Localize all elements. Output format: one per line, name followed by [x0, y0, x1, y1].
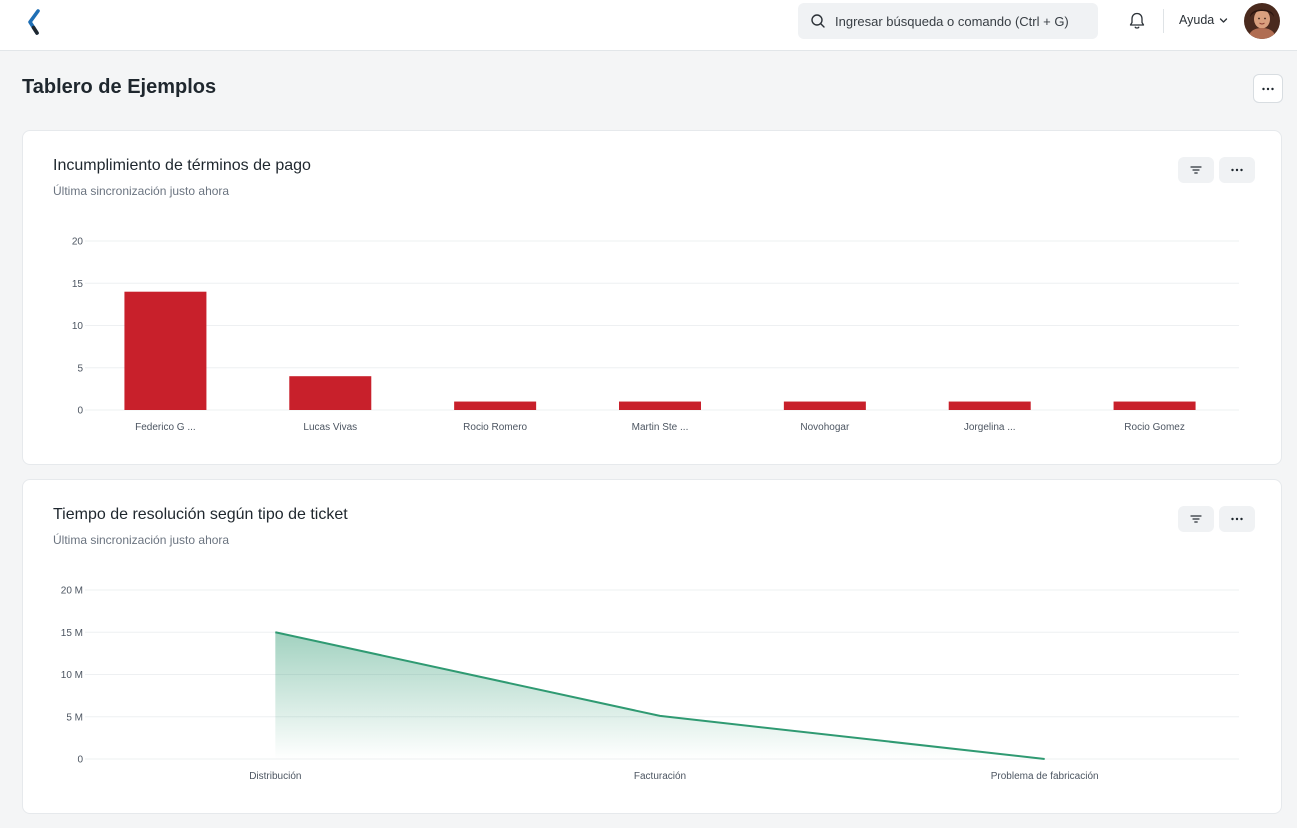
more-horizontal-icon: [1262, 87, 1274, 90]
x-tick-label: Martin Ste ...: [632, 422, 689, 433]
x-tick-label: Rocio Gomez: [1124, 422, 1185, 433]
card-subtitle: Última sincronización justo ahora: [53, 184, 230, 198]
x-tick-label: Rocio Romero: [463, 422, 527, 433]
x-tick-label: Distribución: [249, 771, 301, 782]
divider: [1163, 9, 1164, 33]
bar: [948, 401, 1031, 410]
search-bar[interactable]: Ingresar búsqueda o comando (Ctrl + G): [798, 3, 1098, 39]
bar: [454, 401, 537, 410]
chart-card-payment-terms: Incumplimiento de términos de pago Últim…: [22, 130, 1282, 465]
filter-icon: [1190, 515, 1202, 523]
card-title: Tiempo de resolución según tipo de ticke…: [53, 506, 348, 523]
search-icon: [811, 14, 825, 28]
area-fill: [275, 632, 1045, 759]
help-label: Ayuda: [1179, 13, 1215, 27]
notifications-bell-icon[interactable]: [1127, 11, 1147, 31]
bar: [124, 291, 207, 410]
filter-icon: [1190, 166, 1202, 174]
area-chart: 0 5 M 10 M 15 M 20 M Distribución Facturación P…: [61, 586, 1239, 782]
y-tick-label: 0: [77, 755, 83, 766]
bar: [289, 376, 372, 410]
more-horizontal-icon: [1231, 517, 1243, 521]
chevron-down-icon: [1220, 17, 1228, 23]
x-tick-label: Federico G ...: [135, 422, 196, 433]
bar: [783, 401, 866, 410]
x-tick-label: Lucas Vivas: [303, 422, 357, 433]
bar: [1113, 401, 1196, 410]
y-tick-label: 5: [77, 363, 83, 374]
chart-card-resolution-time: Tiempo de resolución según tipo de ticke…: [22, 479, 1282, 814]
y-tick-label: 5 M: [66, 712, 83, 723]
y-tick-label: 15 M: [61, 628, 83, 639]
filter-button[interactable]: [1178, 157, 1214, 183]
help-dropdown[interactable]: Ayuda: [1179, 13, 1229, 27]
x-tick-label: Jorgelina ...: [964, 422, 1016, 433]
bar-chart: 0 5 10 15 20 Federico G ... Lucas Vivas Rocio R…: [72, 237, 1239, 433]
y-tick-label: 20: [72, 237, 84, 248]
filter-button[interactable]: [1178, 506, 1214, 532]
y-tick-label: 0: [77, 406, 83, 417]
page-more-button[interactable]: [1253, 74, 1283, 103]
x-tick-label: Problema de fabricación: [991, 771, 1099, 782]
card-subtitle: Última sincronización justo ahora: [53, 533, 230, 547]
user-avatar[interactable]: [1244, 3, 1280, 39]
page-title: Tablero de Ejemplos: [22, 76, 217, 98]
x-tick-label: Novohogar: [800, 422, 850, 433]
card-more-button[interactable]: [1219, 506, 1255, 532]
y-tick-label: 15: [72, 279, 84, 290]
app-logo[interactable]: [26, 9, 44, 35]
card-more-button[interactable]: [1219, 157, 1255, 183]
y-tick-label: 10 M: [61, 670, 83, 681]
y-tick-label: 20 M: [61, 586, 83, 597]
search-placeholder: Ingresar búsqueda o comando (Ctrl + G): [835, 13, 1069, 29]
more-horizontal-icon: [1231, 168, 1243, 172]
bar: [619, 401, 701, 410]
y-tick-label: 10: [72, 321, 84, 332]
top-navbar: Ingresar búsqueda o comando (Ctrl + G) A…: [0, 0, 1297, 51]
x-tick-label: Facturación: [634, 771, 686, 782]
card-title: Incumplimiento de términos de pago: [53, 157, 311, 174]
